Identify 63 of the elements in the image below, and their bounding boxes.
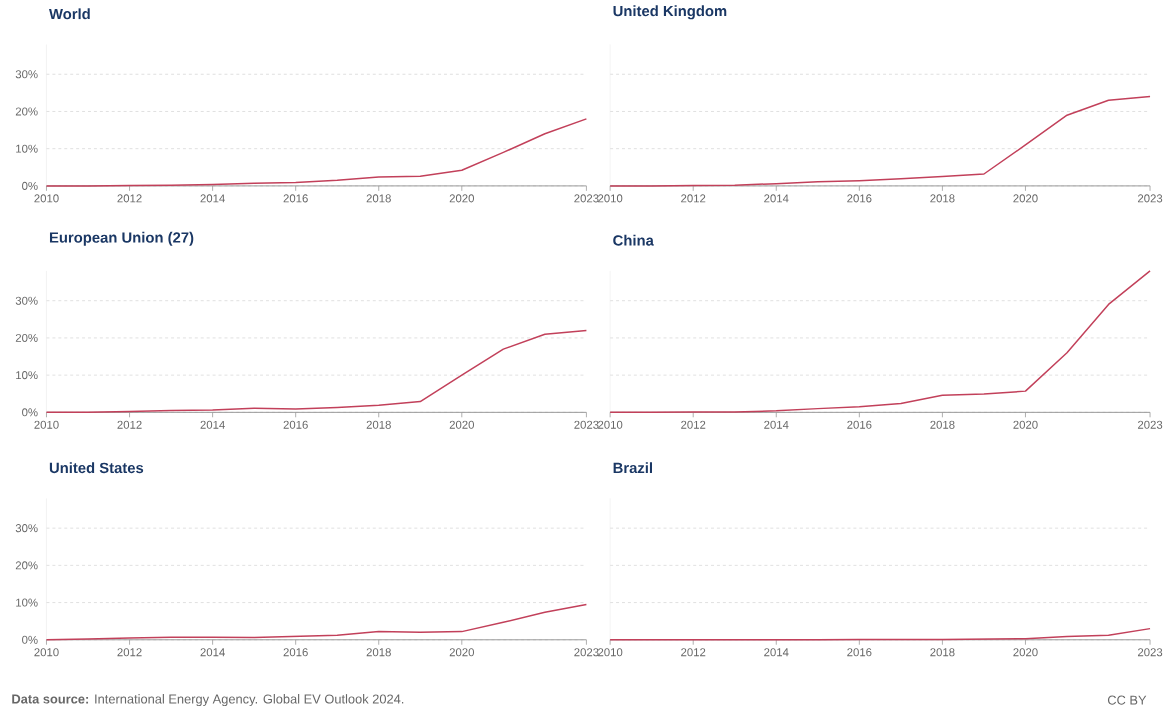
x-tick-label: 2023 (1137, 648, 1163, 657)
x-tick-label: 2018 (930, 648, 955, 657)
x-tick-label: 2010 (34, 420, 59, 429)
y-tick-label: 30% (15, 296, 38, 305)
line-series (45, 329, 588, 414)
x-tick-label: 2012 (681, 648, 706, 657)
x-tick-label: 2012 (681, 194, 706, 203)
x-tick-label: 2016 (847, 420, 872, 429)
text: Data source: International Energy Agency. Global EV Outlook 2024. (12, 694, 404, 707)
chart-title: United States (49, 462, 144, 474)
y-tick-label: 0% (22, 408, 38, 417)
x-tick-label: 2020 (449, 194, 474, 203)
x-tick-label: 2020 (449, 420, 474, 429)
x-tick-label: 2012 (117, 648, 142, 657)
y-tick-label: 30% (15, 70, 38, 79)
x-tick-label: 2010 (34, 648, 59, 657)
x-tick-label: 2012 (681, 420, 706, 429)
x-tick-label: 2018 (366, 420, 391, 429)
y-tick-label: 10% (16, 371, 38, 380)
y-tick-label: 0% (22, 181, 38, 190)
chart-title: United Kingdom (613, 5, 727, 20)
y-tick-label: 20% (15, 333, 38, 342)
x-tick-label: 2016 (283, 648, 308, 657)
x-tick-label: 2018 (366, 194, 391, 203)
x-tick-label: 2023 (574, 420, 599, 429)
x-tick-label: 2010 (34, 194, 59, 203)
x-tick-label: 2020 (1013, 420, 1038, 429)
x-tick-label: 2012 (117, 194, 142, 203)
x-tick-label: 2014 (200, 194, 225, 203)
y-tick-label: 30% (15, 524, 38, 533)
x-tick-label: 2014 (200, 420, 225, 429)
x-tick-label: 2012 (117, 420, 142, 429)
x-tick-label: 2010 (598, 420, 623, 429)
x-tick-label: 2016 (283, 420, 308, 429)
chart-title: Brazil (613, 462, 652, 474)
x-tick-label: 2023 (574, 194, 599, 203)
text: CC BY (1107, 695, 1147, 705)
x-tick-label: 2023 (574, 648, 599, 657)
y-tick-label: 10% (16, 144, 38, 153)
y-tick-label: 10% (16, 598, 38, 607)
x-tick-label: 2014 (764, 420, 789, 429)
chart-title: World (49, 8, 90, 20)
x-tick-label: 2018 (366, 648, 391, 657)
x-tick-label: 2014 (764, 648, 789, 657)
chart-title: China (613, 234, 654, 246)
chart-title: European Union (27) (49, 231, 194, 246)
x-tick-label: 2010 (598, 648, 623, 657)
x-tick-label: 2016 (283, 194, 308, 203)
y-tick-label: 20% (15, 561, 38, 570)
x-tick-label: 2014 (764, 194, 789, 203)
x-tick-label: 2018 (930, 420, 955, 429)
x-tick-label: 2016 (847, 194, 872, 203)
x-tick-label: 2020 (449, 648, 474, 657)
y-tick-label: 20% (15, 107, 38, 116)
x-tick-label: 2020 (1013, 194, 1038, 203)
x-tick-label: 2023 (1137, 194, 1163, 203)
x-tick-label: 2020 (1013, 648, 1038, 657)
x-tick-label: 2014 (200, 648, 225, 657)
x-tick-label: 2010 (598, 194, 623, 203)
x-tick-label: 2016 (847, 648, 872, 657)
x-tick-label: 2023 (1137, 420, 1163, 429)
y-tick-label: 0% (22, 635, 38, 644)
x-tick-label: 2018 (930, 194, 955, 203)
